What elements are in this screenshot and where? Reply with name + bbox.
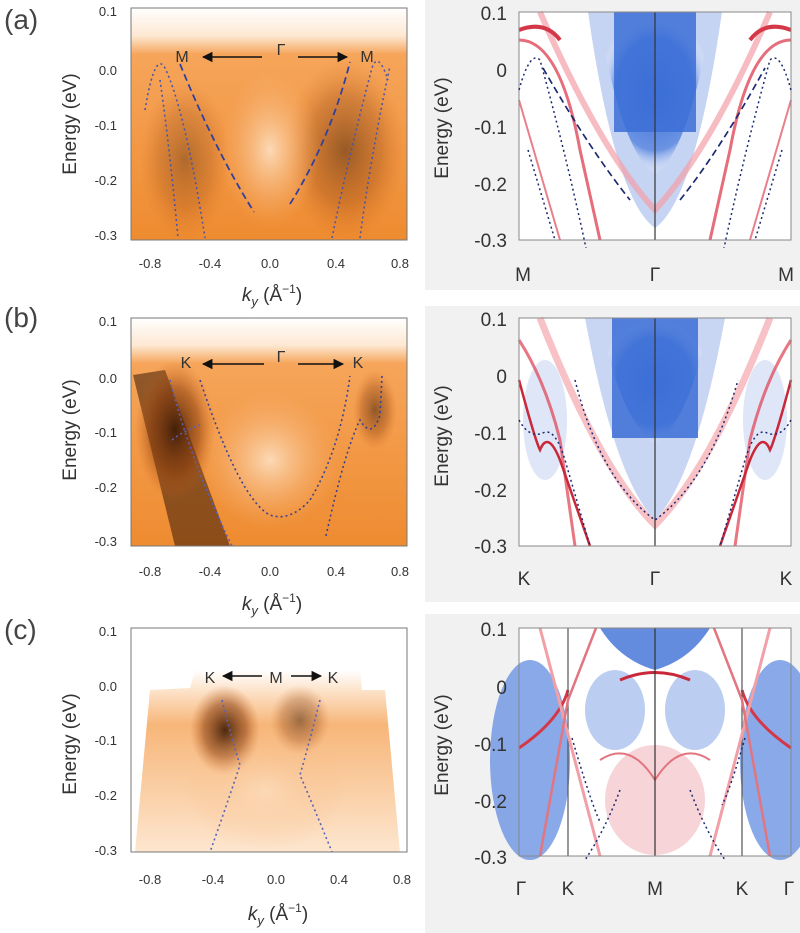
x-tick: 0.8 <box>391 256 409 271</box>
y-tick: 0.0 <box>99 371 117 386</box>
y-tick: -0.1 <box>95 425 117 440</box>
dir-right-a: M <box>360 49 373 66</box>
dft-plot-b <box>517 316 793 547</box>
y-tick: -0.3 <box>95 843 117 858</box>
k-point-label: K <box>736 879 749 900</box>
y-tick: 0.1 <box>481 620 507 641</box>
y-tick: -0.2 <box>474 481 507 502</box>
y-tick: 0 <box>496 367 507 388</box>
k-point-label: Γ <box>784 879 794 900</box>
y-tick: 0.0 <box>99 63 117 78</box>
y-tick: 0.0 <box>99 679 117 694</box>
y-tick: -0.3 <box>95 534 117 549</box>
y-tick: -0.2 <box>474 175 507 196</box>
dft-plot-c <box>490 627 800 861</box>
x-tick: 0.4 <box>327 564 345 579</box>
x-axis-label-a: ky (Å−1) <box>242 282 302 309</box>
dir-center-c: M <box>269 670 282 687</box>
dft-y-axis-label-c: Energy (eV) <box>432 694 453 795</box>
dir-left-c: K <box>205 670 216 687</box>
y-tick: -0.3 <box>474 231 507 252</box>
y-tick: 0 <box>496 678 507 699</box>
x-tick: 0.0 <box>261 564 279 579</box>
k-point-label: M <box>515 265 531 286</box>
y-tick: -0.3 <box>474 537 507 558</box>
dir-left-a: M <box>175 49 188 66</box>
dir-center-b: Γ <box>277 349 286 366</box>
k-point-label: K <box>780 569 793 590</box>
y-tick: -0.3 <box>95 228 117 243</box>
x-tick: 0.8 <box>391 564 409 579</box>
dft-plot-a <box>518 10 792 249</box>
y-tick: -0.1 <box>474 424 507 445</box>
y-tick: 0.1 <box>99 624 117 639</box>
x-tick: -0.8 <box>139 256 161 271</box>
arpes-axes-a: 0.1 0.0 -0.1 -0.2 -0.3 -0.8 -0.4 0.0 0.4… <box>60 4 409 309</box>
x-tick: -0.8 <box>139 564 161 579</box>
y-tick: -0.3 <box>474 848 507 869</box>
dir-left-b: K <box>181 355 192 372</box>
arpes-plot-b: K Γ K <box>130 317 408 547</box>
x-tick: -0.8 <box>139 872 161 887</box>
arpes-plot-a: M Γ M <box>130 7 408 241</box>
y-axis-label-c: Energy (eV) <box>60 693 81 794</box>
k-point-label: K <box>562 879 575 900</box>
panel-label-c: (c) <box>4 614 37 645</box>
x-tick: 0.0 <box>261 256 279 271</box>
dft-y-axis-label-a: Energy (eV) <box>432 77 453 178</box>
arpes-axes-b: 0.1 0.0 -0.1 -0.2 -0.3 -0.8 -0.4 0.0 0.4… <box>60 314 409 618</box>
y-tick: 0.1 <box>481 4 507 25</box>
arpes-axes-c: 0.1 0.0 -0.1 -0.2 -0.3 -0.8 -0.4 0.0 0.4… <box>60 624 411 928</box>
x-axis-label-c: ky (Å−1) <box>248 901 308 928</box>
k-point-label: Γ <box>650 569 660 590</box>
y-tick: 0 <box>496 61 507 82</box>
dir-right-c: K <box>328 670 339 687</box>
y-tick: -0.1 <box>95 733 117 748</box>
x-tick: -0.4 <box>199 564 221 579</box>
y-tick: -0.1 <box>95 118 117 133</box>
dft-axes-b: 0.1 0 -0.1 -0.2 -0.3 Energy (eV) K Γ K <box>432 310 793 590</box>
arpes-plot-c: K M K <box>130 627 408 853</box>
k-point-label: K <box>518 569 531 590</box>
k-point-label: M <box>647 879 663 900</box>
dft-y-axis-label-b: Energy (eV) <box>432 385 453 486</box>
dir-right-b: K <box>353 355 364 372</box>
panel-label-b: (b) <box>4 302 39 333</box>
x-tick: -0.4 <box>199 256 221 271</box>
y-tick: 0.1 <box>99 4 117 19</box>
y-tick: -0.1 <box>474 735 507 756</box>
y-tick: -0.2 <box>474 792 507 813</box>
y-tick: -0.2 <box>95 173 117 188</box>
panel-label-a: (a) <box>4 4 39 35</box>
x-tick: 0.8 <box>393 872 411 887</box>
y-tick: -0.1 <box>474 118 507 139</box>
x-tick: 0.4 <box>327 256 345 271</box>
k-point-label: Γ <box>650 265 660 286</box>
dir-center-a: Γ <box>277 42 286 59</box>
x-tick: 0.4 <box>330 872 348 887</box>
k-point-label: Γ <box>516 879 526 900</box>
x-tick: 0.0 <box>267 872 285 887</box>
dft-axes-a: 0.1 0 -0.1 -0.2 -0.3 Energy (eV) M Γ M <box>432 4 794 286</box>
y-axis-label-b: Energy (eV) <box>60 379 81 480</box>
y-tick: -0.2 <box>95 788 117 803</box>
k-point-label: M <box>778 265 794 286</box>
dft-axes-c: 0.1 0 -0.1 -0.2 -0.3 Energy (eV) Γ K M K… <box>432 620 794 900</box>
x-tick: -0.4 <box>202 872 224 887</box>
y-tick: 0.1 <box>481 310 507 331</box>
y-tick: -0.2 <box>95 480 117 495</box>
y-axis-label-a: Energy (eV) <box>60 73 81 174</box>
x-axis-label-b: ky (Å−1) <box>242 591 302 618</box>
y-tick: 0.1 <box>99 314 117 329</box>
